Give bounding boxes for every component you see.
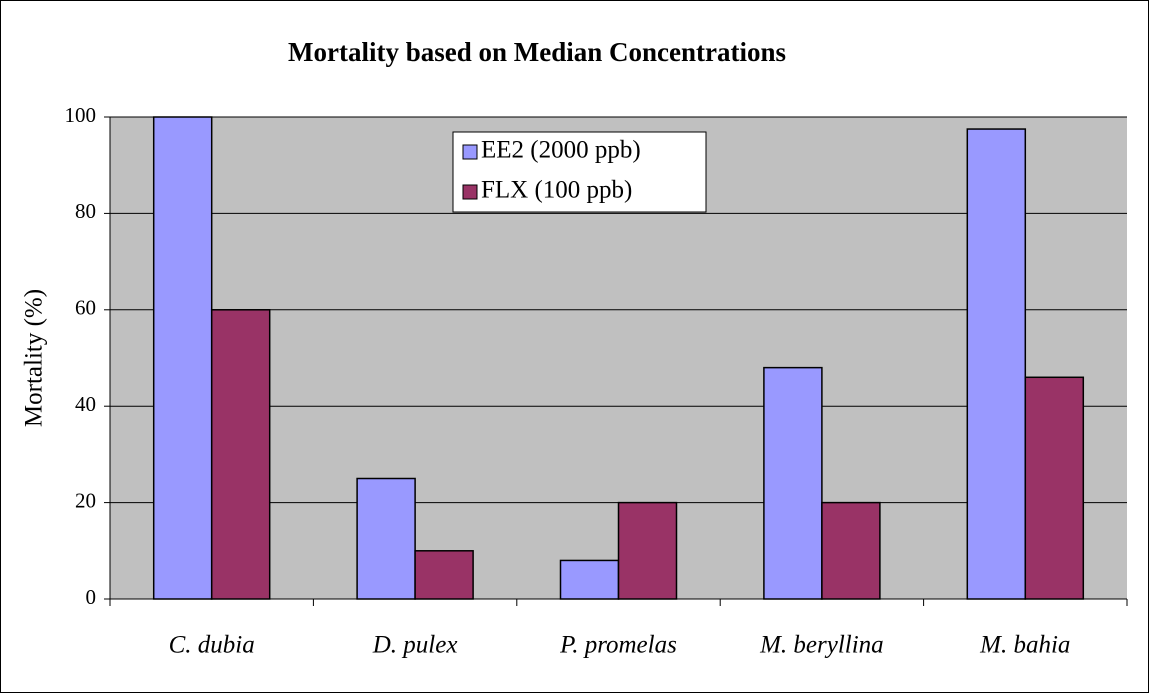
y-tick-label: 20	[75, 488, 96, 512]
legend-box	[452, 131, 707, 213]
x-tick-label: P. promelas	[559, 632, 677, 659]
legend-label: EE2 (2000 ppb)	[481, 137, 641, 164]
y-tick-label: 0	[86, 585, 97, 609]
x-tick-label: M. bahia	[979, 632, 1070, 659]
bar	[356, 477, 416, 600]
chart-title: Mortality based on Median Concentrations	[288, 37, 786, 67]
bar	[966, 128, 1027, 600]
x-tick-label: M. beryllina	[759, 632, 884, 659]
legend-swatch	[462, 144, 478, 160]
y-axis-label: Mortality (%)	[21, 289, 48, 427]
bar	[1024, 376, 1085, 600]
legend-label: FLX (100 ppb)	[481, 177, 632, 204]
bar	[821, 501, 881, 600]
y-tick-label: 80	[75, 199, 96, 223]
y-tick-label: 100	[65, 103, 97, 127]
x-tick-label: D. pulex	[372, 632, 458, 659]
bar	[414, 550, 474, 600]
y-tick-label: 60	[75, 296, 96, 320]
y-tick-label: 40	[75, 392, 96, 416]
bar	[617, 501, 678, 600]
bar	[152, 116, 213, 600]
bar	[210, 309, 271, 600]
legend-swatch	[462, 184, 478, 200]
bar	[763, 366, 823, 600]
x-tick-label: C. dubia	[169, 632, 255, 659]
bar	[559, 559, 620, 600]
